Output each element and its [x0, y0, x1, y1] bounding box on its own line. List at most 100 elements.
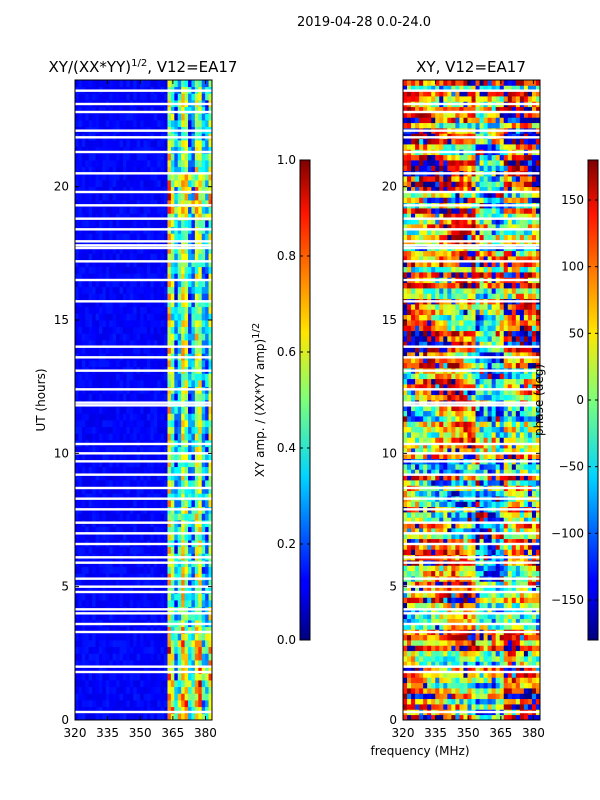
- amplitude-cell: [136, 280, 141, 288]
- amplitude-cell: [157, 306, 162, 314]
- amplitude-cell: [177, 113, 182, 121]
- amplitude-cell: [194, 700, 199, 708]
- amplitude-cell: [164, 600, 168, 608]
- amplitude-cell: [119, 626, 124, 634]
- amplitude-cell: [122, 566, 127, 574]
- amplitude-cell: [119, 173, 124, 181]
- amplitude-cell: [112, 473, 117, 481]
- phase-cell: [435, 698, 440, 705]
- amplitude-cell: [181, 80, 185, 88]
- phase-cell: [427, 645, 432, 652]
- flagged-row: [75, 590, 212, 594]
- amplitude-cell: [205, 266, 209, 274]
- amplitude-cell: [78, 140, 83, 148]
- phase-cell: [467, 677, 472, 684]
- amplitude-cell: [167, 493, 172, 501]
- amplitude-cell: [116, 273, 120, 281]
- amplitude-cell: [133, 80, 138, 88]
- amplitude-cell: [198, 500, 203, 508]
- amplitude-cell: [177, 653, 182, 661]
- phase-cell: [495, 656, 501, 662]
- amplitude-cell: [98, 466, 103, 474]
- amplitude-cell: [116, 380, 120, 388]
- amplitude-cell: [122, 286, 127, 294]
- amplitude-cell: [174, 526, 179, 534]
- amplitude-cell: [95, 373, 100, 381]
- amplitude-cell: [191, 153, 196, 161]
- amplitude-cell: [208, 373, 212, 381]
- amplitude-cell: [92, 640, 96, 648]
- amplitude-cell: [191, 200, 196, 208]
- amplitude-cell: [75, 533, 79, 541]
- amplitude-cell: [112, 246, 117, 254]
- amplitude-cell: [188, 260, 192, 268]
- amplitude-cell: [194, 660, 199, 668]
- amplitude-cell: [181, 320, 185, 328]
- amplitude-cell: [184, 473, 189, 481]
- amplitude-cell: [78, 453, 83, 461]
- phase-cell: [403, 650, 408, 657]
- amplitude-cell: [85, 93, 90, 101]
- amplitude-cell: [146, 253, 151, 261]
- amplitude-cell: [188, 673, 192, 681]
- phase-cell: [515, 640, 521, 646]
- amplitude-cell: [136, 693, 141, 701]
- phase-cell: [511, 624, 517, 630]
- amplitude-cell: [157, 340, 162, 348]
- amplitude-cell: [146, 473, 151, 481]
- amplitude-cell: [174, 406, 179, 414]
- amplitude-cell: [205, 473, 209, 481]
- amplitude-flagged-rows: [75, 89, 212, 714]
- amplitude-cell: [92, 380, 96, 388]
- amplitude-cell: [174, 413, 179, 421]
- amplitude-cell: [143, 460, 148, 468]
- amplitude-cell: [181, 200, 185, 208]
- amplitude-cell: [188, 220, 192, 228]
- amplitude-cell: [170, 233, 175, 241]
- amplitude-cell: [129, 380, 134, 388]
- amplitude-cell: [98, 546, 103, 554]
- amplitude-cell: [181, 373, 185, 381]
- amplitude-cell: [85, 200, 90, 208]
- amplitude-cell: [136, 140, 141, 148]
- amplitude-cell: [174, 166, 179, 174]
- amplitude-cell: [85, 333, 90, 341]
- amplitude-cell: [201, 293, 206, 301]
- amplitude-cell: [78, 613, 83, 621]
- amplitude-cell: [191, 546, 196, 554]
- amplitude-cell: [136, 220, 141, 228]
- amplitude-cell: [167, 253, 172, 261]
- amplitude-cell: [191, 173, 196, 181]
- amplitude-cell: [95, 600, 100, 608]
- amplitude-cell: [98, 586, 103, 594]
- phase-cell: [451, 656, 456, 662]
- amplitude-cell: [109, 573, 114, 581]
- phase-cell: [531, 634, 537, 641]
- amplitude-cell: [109, 240, 114, 248]
- amplitude-cell: [140, 193, 144, 201]
- amplitude-cell: [133, 593, 138, 601]
- amplitude-cell: [177, 246, 182, 254]
- amplitude-cell: [81, 406, 86, 414]
- amplitude-cell: [205, 646, 209, 654]
- phase-cell: [431, 586, 436, 593]
- amplitude-cell: [136, 426, 141, 434]
- amplitude-cell: [181, 493, 185, 501]
- amplitude-cell: [140, 120, 144, 128]
- phase-cell: [427, 698, 432, 705]
- amplitude-cell: [160, 493, 165, 501]
- amplitude-cell: [126, 160, 131, 168]
- amplitude-cell: [198, 660, 203, 668]
- amplitude-cell: [174, 240, 179, 248]
- amplitude-cell: [181, 206, 185, 214]
- y-tick-label: 0: [61, 713, 69, 727]
- phase-cell: [443, 640, 448, 646]
- phase-cell: [507, 714, 513, 720]
- amplitude-cell: [157, 253, 162, 261]
- amplitude-cell: [157, 546, 162, 554]
- flagged-row: [75, 710, 212, 714]
- amplitude-cell: [167, 526, 172, 534]
- amplitude-cell: [184, 300, 189, 308]
- phase-cell: [487, 597, 493, 604]
- amplitude-cell: [88, 466, 93, 474]
